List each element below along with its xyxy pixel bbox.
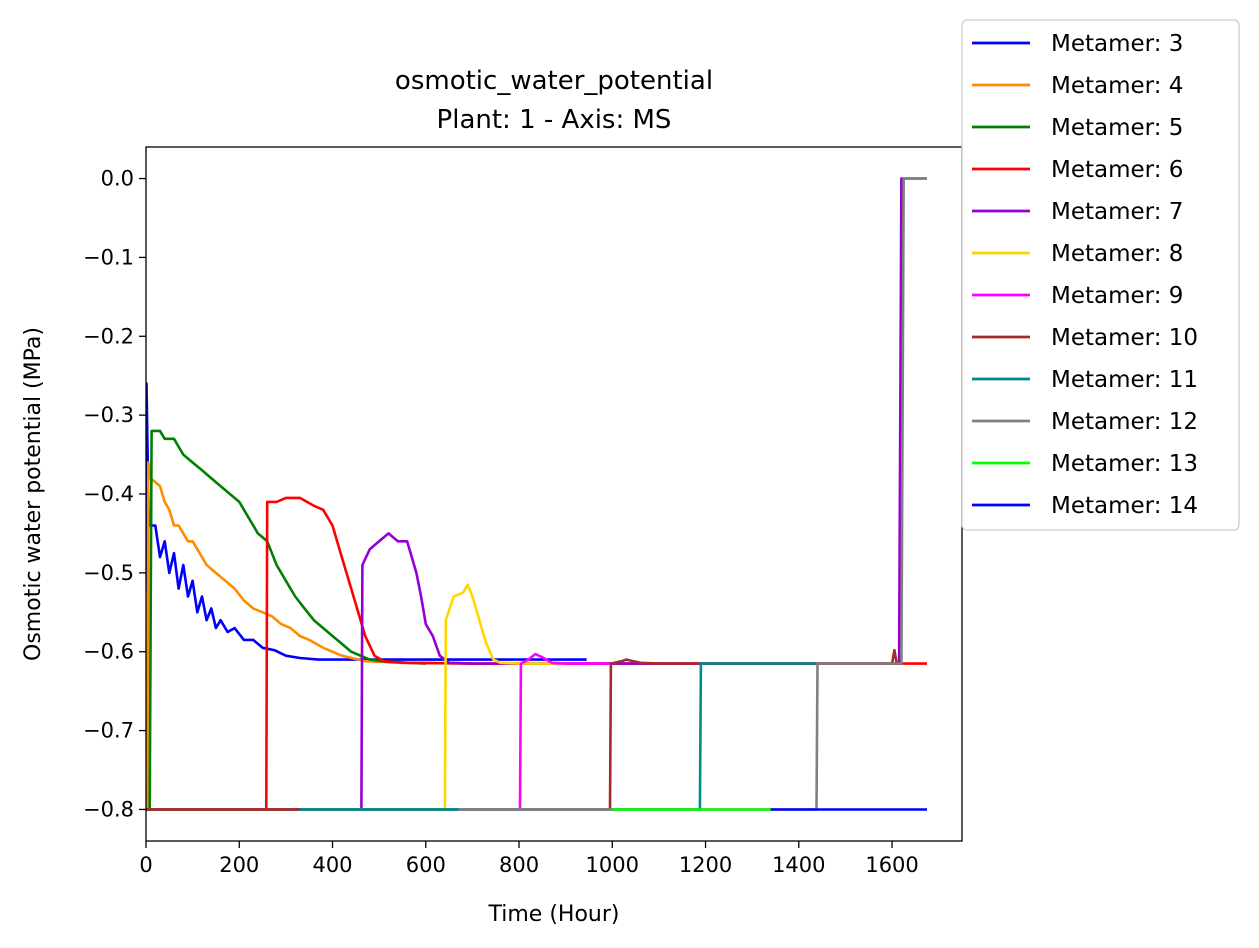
series-line-metamer-8 <box>146 583 566 811</box>
y-tick-label: −0.3 <box>83 403 134 427</box>
y-tick-label: −0.6 <box>83 640 134 664</box>
legend-label: Metamer: 7 <box>1051 199 1183 225</box>
y-tick-label: −0.5 <box>83 561 134 585</box>
series-layer <box>146 177 927 811</box>
y-axis-label: Osmotic water potential (MPa) <box>21 327 46 661</box>
series-line-metamer-11 <box>146 662 818 811</box>
y-tick-label: −0.4 <box>83 482 134 506</box>
legend: Metamer: 3 Metamer: 4 Metamer: 5 Metamer: 6… <box>961 19 1240 531</box>
series-line-metamer-9 <box>146 652 613 811</box>
x-tick-label: 1600 <box>865 853 918 877</box>
legend-box <box>961 19 1240 531</box>
x-tick-label: 1400 <box>772 853 825 877</box>
series-line-metamer-4 <box>146 461 547 811</box>
series-line-metamer-10 <box>146 648 900 811</box>
legend-label: Metamer: 9 <box>1051 283 1183 309</box>
y-tick-label: −0.8 <box>83 797 134 821</box>
x-tick-label: 200 <box>219 853 259 877</box>
legend-label: Metamer: 5 <box>1051 115 1183 141</box>
y-tick-label: −0.1 <box>83 245 134 269</box>
legend-label: Metamer: 6 <box>1051 157 1183 183</box>
y-tick-label: −0.7 <box>83 719 134 743</box>
legend-label: Metamer: 3 <box>1051 31 1183 57</box>
x-tick-label: 800 <box>499 853 539 877</box>
legend-label: Metamer: 14 <box>1051 493 1198 519</box>
x-axis: 0 200 400 600 800 1000 1200 1400 1600 <box>139 841 919 877</box>
chart-subtitle: Plant: 1 - Axis: MS <box>437 105 672 135</box>
legend-label: Metamer: 10 <box>1051 325 1198 351</box>
legend-label: Metamer: 11 <box>1051 367 1198 393</box>
series-line-metamer-7 <box>146 177 927 811</box>
series-line-metamer-12 <box>146 177 927 811</box>
y-tick-label: −0.2 <box>83 324 134 348</box>
y-tick-label: 0.0 <box>101 167 134 191</box>
x-tick-label: 1200 <box>679 853 732 877</box>
x-tick-label: 600 <box>406 853 446 877</box>
x-tick-label: 1000 <box>586 853 639 877</box>
legend-label: Metamer: 13 <box>1051 451 1198 477</box>
plot-frame <box>145 146 963 842</box>
series-line-metamer-3 <box>146 382 587 661</box>
x-axis-label: Time (Hour) <box>488 902 620 927</box>
chart-title: osmotic_water_potential <box>395 66 713 96</box>
legend-label: Metamer: 12 <box>1051 409 1198 435</box>
series-line-metamer-5 <box>146 429 426 811</box>
legend-label: Metamer: 8 <box>1051 241 1183 267</box>
x-tick-label: 400 <box>312 853 352 877</box>
x-tick-label: 0 <box>139 853 152 877</box>
y-axis: 0.0 −0.1 −0.2 −0.3 −0.4 −0.5 −0.6 −0.7 −0.8 <box>83 167 146 821</box>
legend-label: Metamer: 4 <box>1051 73 1183 99</box>
